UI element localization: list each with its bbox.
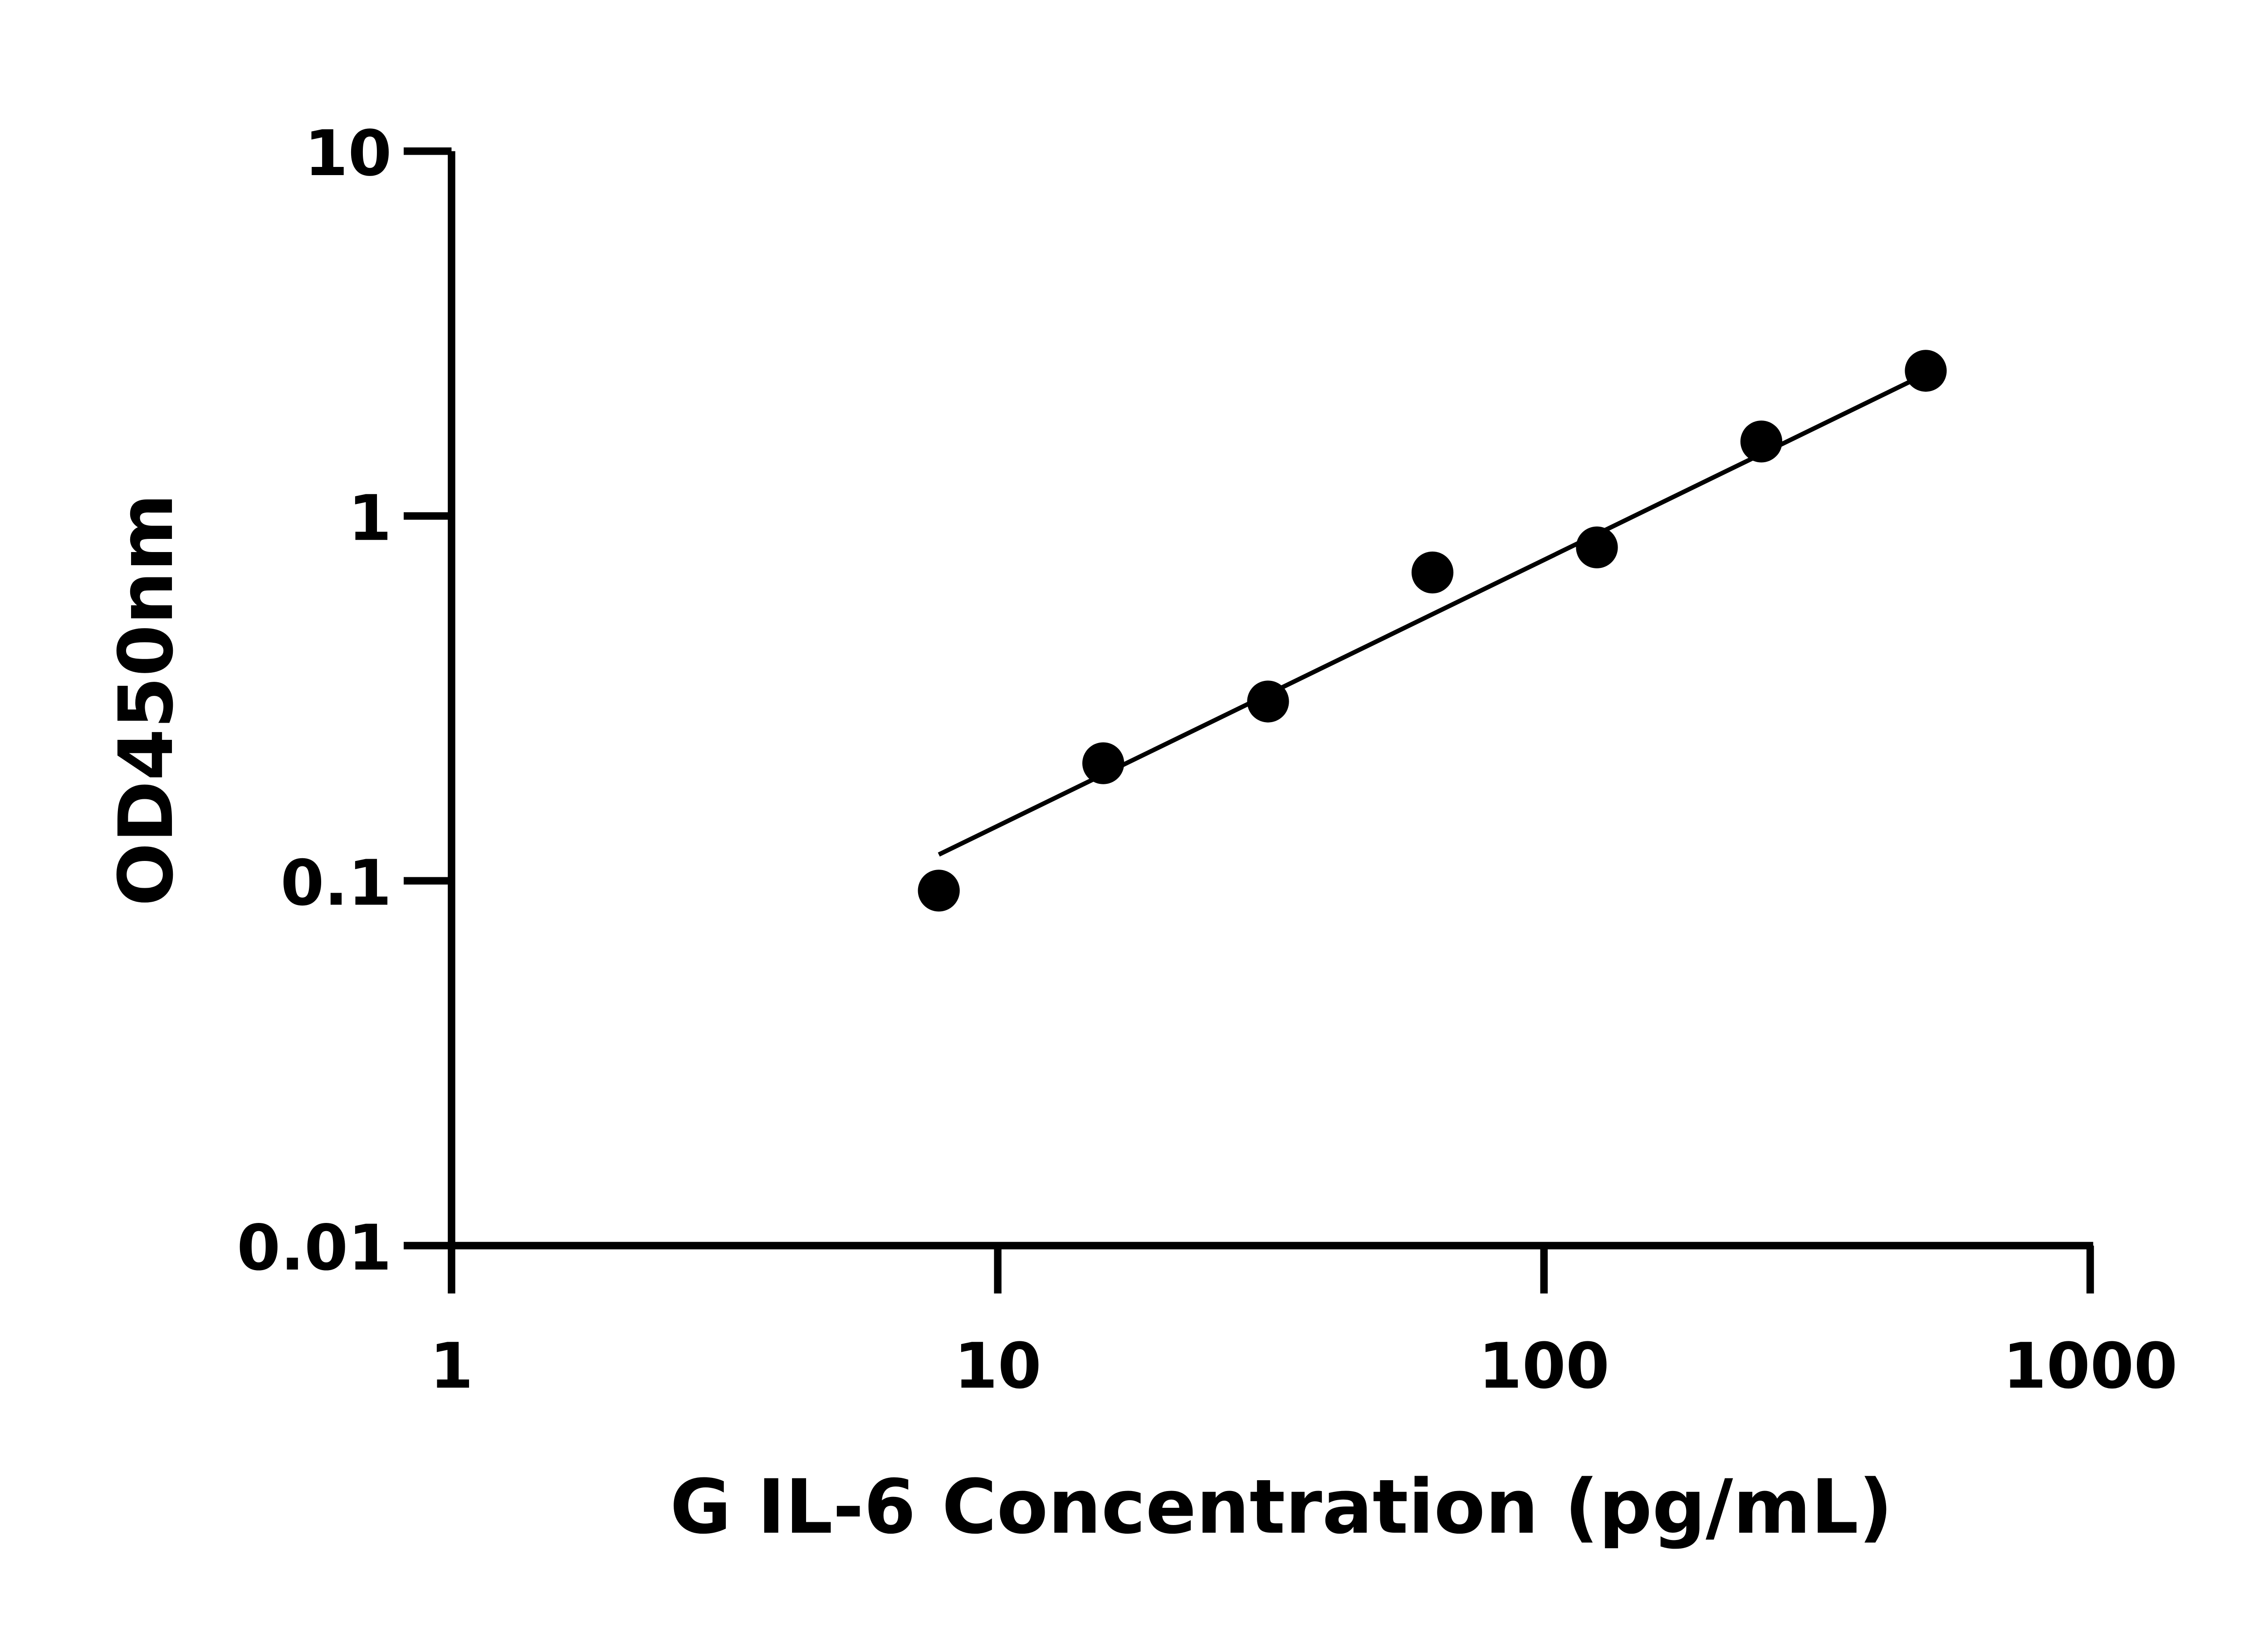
axes [448, 151, 2093, 1250]
x-tick-label: 1000 [2003, 1330, 2177, 1403]
data-point [1576, 526, 1618, 568]
data-point [1905, 350, 1947, 392]
y-tick-label: 0.01 [237, 1212, 392, 1285]
y-tick-label: 0.1 [280, 846, 391, 919]
data-point [1082, 742, 1124, 784]
data-point [1247, 680, 1289, 723]
data-point [918, 870, 960, 912]
x-tick-label: 1 [430, 1330, 473, 1403]
y-axis-label: OD450nm [103, 494, 190, 906]
y-tick-label: 1 [348, 482, 391, 555]
ticks: 1 10 100 1000 0.01 0.1 1 10 [237, 117, 2178, 1403]
data-point [1411, 551, 1454, 594]
data-point [1740, 420, 1783, 463]
x-tick-label: 10 [954, 1330, 1041, 1403]
x-axis-label: G IL-6 Concentration (pg/mL) [670, 1463, 1893, 1550]
marks [918, 350, 1947, 912]
y-tick-label: 10 [304, 117, 392, 190]
x-tick-label: 100 [1478, 1330, 1609, 1403]
